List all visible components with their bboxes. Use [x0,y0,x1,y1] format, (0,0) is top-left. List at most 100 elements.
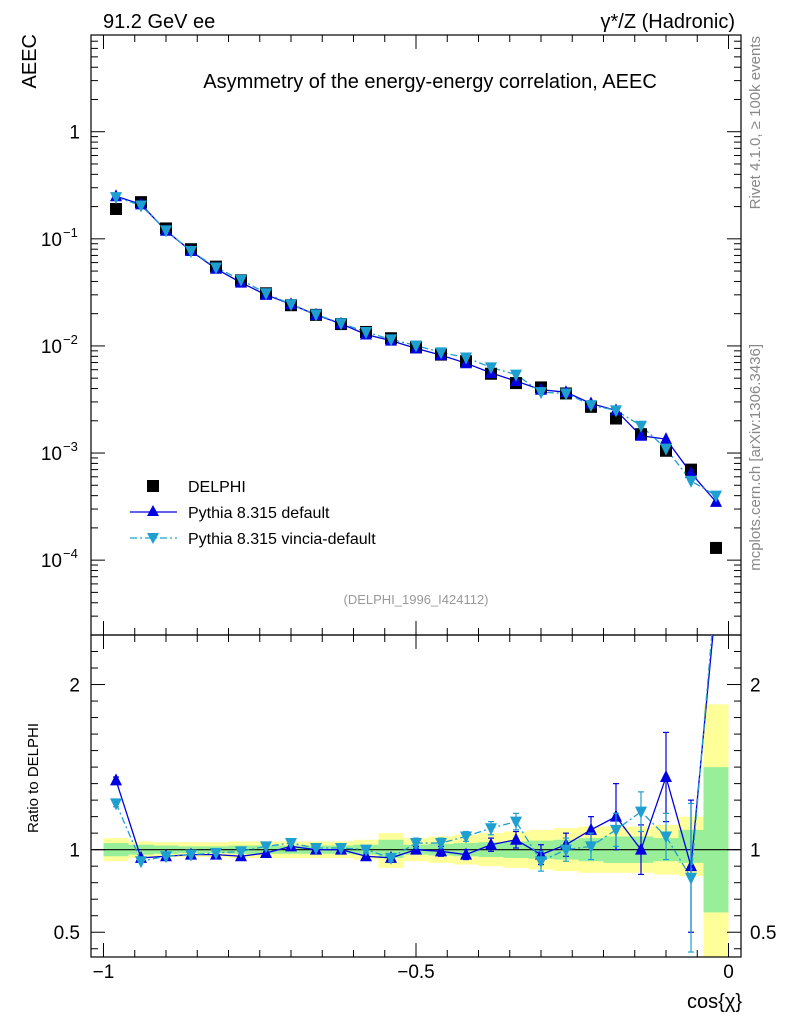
ratio-tick-label-left: 1 [69,841,80,862]
ratio-tick-label-right: 1 [750,841,761,862]
ratio-point-pythia-8-315-vincia-default [360,844,372,857]
ratio-point-pythia-8-315-default [485,837,497,850]
ratio-point-pythia-8-315-vincia-default [510,816,522,829]
main-point-pythia-8-315-vincia-default [160,225,172,238]
legend: DELPHI Pythia 8.315 default Pythia 8.315… [130,479,376,548]
main-point-pythia-8-315-vincia-default [485,362,497,375]
rivet-version-label: Rivet 4.1.0, ≥ 100k events [747,36,764,209]
y-tick-label: 1 [69,123,80,144]
ratio-band-green-24 [703,767,729,913]
plot-frames [90,34,742,958]
x-tick-label: 0 [723,962,734,983]
main-point-pythia-8-315-vincia-default [410,340,422,353]
main-point-pythia-8-315-vincia-default [135,200,147,213]
main-point-pythia-8-315-vincia-default [210,262,222,275]
main-point-pythia-8-315-vincia-default [535,387,547,400]
y-axis-label: AEEC [19,34,41,88]
main-point-delphi [710,541,722,554]
ratio-point-pythia-8-315-vincia-default [435,838,447,851]
main-point-pythia-8-315-default [685,466,697,479]
ratio-point-pythia-8-315-default [460,847,472,860]
ratio-uncertainty-bands [103,704,729,957]
ratio-point-pythia-8-315-vincia-default [285,838,297,851]
legend-marker-pythia-default [147,505,159,516]
main-point-pythia-8-315-vincia-default [660,443,672,456]
ratio-tick-label-left: 2 [69,676,80,697]
ratio-point-pythia-8-315-default [110,773,122,786]
main-point-pythia-8-315-vincia-default [710,490,722,503]
ratio-point-pythia-8-315-default [585,822,597,835]
ratio-point-pythia-8-315-vincia-default [160,851,172,864]
ratio-point-pythia-8-315-default [660,770,672,783]
ratio-tick-label-right: 0.5 [750,923,776,944]
main-point-pythia-8-315-vincia-default [335,318,347,331]
mcplots-label: mcplots.cern.ch [arXiv:1306.3436] [747,344,764,571]
legend-label-pythia-vincia: Pythia 8.315 vincia-default [188,531,376,548]
ratio-point-pythia-8-315-default [635,842,647,855]
main-point-pythia-8-315-default [635,428,647,441]
ratio-point-pythia-8-315-vincia-default [185,849,197,862]
main-point-pythia-8-315-default [660,432,672,445]
main-point-pythia-8-315-vincia-default [610,405,622,418]
ratio-point-pythia-8-315-vincia-default [235,846,247,859]
ratio-point-pythia-8-315-vincia-default [560,844,572,857]
main-point-pythia-8-315-vincia-default [635,420,647,433]
main-point-pythia-8-315-vincia-default [685,475,697,488]
legend-label-delphi: DELPHI [188,479,246,496]
y-tick-exponent: −2 [63,332,78,347]
y-tick-exponent: −3 [63,439,78,454]
main-point-pythia-8-315-vincia-default [285,299,297,312]
x-tick-label: −1 [93,962,115,983]
x-tick-label: −0.5 [397,962,435,983]
main-point-pythia-8-315-vincia-default [585,400,597,413]
ratio-point-pythia-8-315-vincia-default [135,856,147,869]
main-point-pythia-8-315-vincia-default [235,274,247,287]
main-point-delphi [110,202,122,215]
main-point-pythia-8-315-vincia-default [460,352,472,365]
legend-marker-pythia-vincia [147,533,159,544]
ratio-point-pythia-8-315-default [435,844,447,857]
y-tick-label: 10 [41,551,62,572]
y-tick-exponent: −1 [63,225,78,240]
ratio-point-pythia-8-315-vincia-default [310,843,322,856]
main-point-pythia-8-315-vincia-default [560,388,572,401]
main-series-group [110,189,722,554]
legend-marker-delphi [147,480,159,492]
y-tick-label: 10 [41,444,62,465]
ratio-y-axis-label: Ratio to DELPHI [25,723,42,833]
ratio-plot-frame [90,634,742,958]
ratio-point-pythia-8-315-vincia-default [660,831,672,844]
main-point-pythia-8-315-vincia-default [185,245,197,258]
ratio-point-pythia-8-315-vincia-default [335,843,347,856]
ratio-tick-label-left: 0.5 [54,923,80,944]
ratio-point-pythia-8-315-vincia-default [385,852,397,865]
header-energy-label: 91.2 GeV ee [103,11,215,33]
ratio-point-pythia-8-315-vincia-default [210,847,222,860]
main-point-pythia-8-315-vincia-default [360,326,372,339]
main-point-pythia-8-315-vincia-default [110,192,122,205]
ratio-point-pythia-8-315-vincia-default [585,841,597,854]
x-axis-label: cos{χ} [687,991,742,1013]
legend-label-pythia-default: Pythia 8.315 default [188,505,330,522]
main-point-pythia-8-315-vincia-default [260,288,272,301]
y-tick-label: 10 [41,337,62,358]
chart-title: Asymmetry of the energy-energy correlati… [203,71,657,93]
ratio-point-pythia-8-315-vincia-default [485,823,497,836]
main-point-delphi [610,412,622,425]
header-process-label: γ*/Z (Hadronic) [601,11,735,33]
ratio-point-pythia-8-315-vincia-default [610,824,622,837]
y-tick-exponent: −4 [63,546,78,561]
main-point-pythia-8-315-vincia-default [385,334,397,347]
main-point-pythia-8-315-vincia-default [510,369,522,382]
ratio-point-pythia-8-315-vincia-default [110,798,122,811]
analysis-id-label: (DELPHI_1996_I424112) [343,592,488,607]
ratio-point-pythia-8-315-vincia-default [460,831,472,844]
ratio-point-pythia-8-315-vincia-default [685,872,697,885]
ratio-point-pythia-8-315-vincia-default [260,841,272,854]
ratio-series-group [110,635,714,953]
y-tick-label: 10 [41,230,62,251]
main-point-pythia-8-315-vincia-default [310,309,322,322]
ratio-point-pythia-8-315-default [510,832,522,845]
